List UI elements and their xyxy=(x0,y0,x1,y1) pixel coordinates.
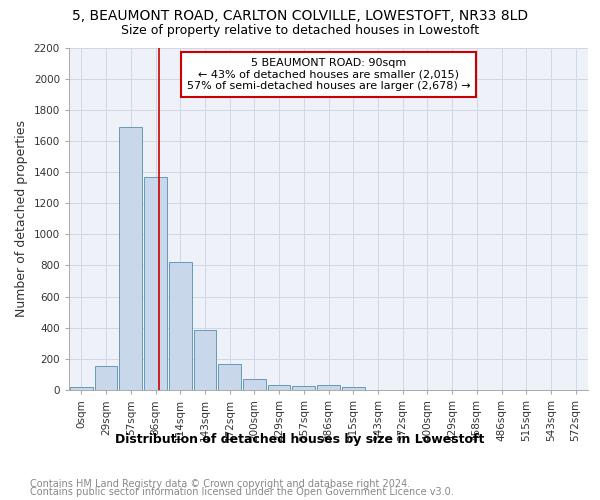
Bar xyxy=(95,366,118,390)
Bar xyxy=(243,379,266,390)
Bar xyxy=(342,387,365,390)
Text: Contains HM Land Registry data © Crown copyright and database right 2024.: Contains HM Land Registry data © Crown c… xyxy=(30,479,410,489)
Bar xyxy=(144,176,167,390)
Bar xyxy=(292,386,315,390)
Text: 5, BEAUMONT ROAD, CARLTON COLVILLE, LOWESTOFT, NR33 8LD: 5, BEAUMONT ROAD, CARLTON COLVILLE, LOWE… xyxy=(72,9,528,23)
Bar xyxy=(268,384,290,390)
Text: 5 BEAUMONT ROAD: 90sqm
← 43% of detached houses are smaller (2,015)
57% of semi-: 5 BEAUMONT ROAD: 90sqm ← 43% of detached… xyxy=(187,58,470,91)
Bar xyxy=(317,386,340,390)
Bar xyxy=(194,330,216,390)
Y-axis label: Number of detached properties: Number of detached properties xyxy=(15,120,28,318)
Text: Distribution of detached houses by size in Lowestoft: Distribution of detached houses by size … xyxy=(115,432,485,446)
Bar xyxy=(169,262,191,390)
Bar xyxy=(70,387,93,390)
Bar xyxy=(218,364,241,390)
Text: Contains public sector information licensed under the Open Government Licence v3: Contains public sector information licen… xyxy=(30,487,454,497)
Bar xyxy=(119,127,142,390)
Text: Size of property relative to detached houses in Lowestoft: Size of property relative to detached ho… xyxy=(121,24,479,37)
